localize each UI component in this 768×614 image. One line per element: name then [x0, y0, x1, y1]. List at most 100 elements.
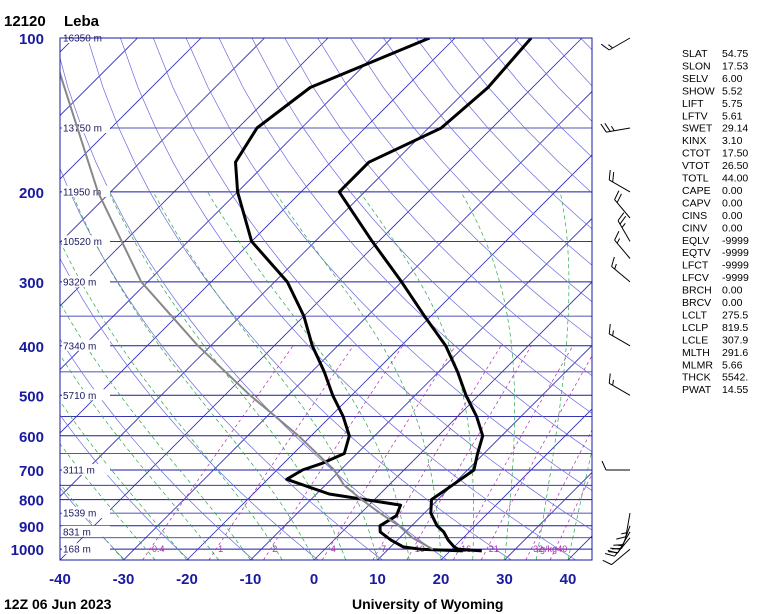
temperature-tick-label: 40: [560, 571, 577, 588]
moist-adiabat: [359, 191, 474, 560]
height-label: 831 m: [63, 527, 91, 538]
isotherm-line: [313, 281, 592, 560]
index-key: PWAT: [682, 384, 712, 396]
pressure-tick-label: 1000: [11, 542, 44, 559]
wind-barb: [611, 256, 631, 283]
height-labels: 16350 m 13750 m 11950 m 10520 m 9320 m 7340 m…: [62, 32, 110, 556]
height-label-bg: [62, 463, 110, 475]
index-key: CAPV: [682, 197, 711, 209]
mixing-ratio-label: 21: [489, 544, 499, 554]
index-key: SLAT: [682, 48, 708, 60]
index-value: 44.00: [722, 173, 748, 185]
height-label: 9320 m: [63, 277, 96, 288]
height-label-bg: [62, 543, 110, 555]
index-value: 54.75: [722, 48, 748, 60]
moist-adiabat: [207, 191, 410, 560]
index-value: -9999: [722, 260, 749, 272]
index-key: CAPE: [682, 185, 711, 197]
height-label-bg: [62, 122, 110, 134]
index-value: 0.00: [722, 222, 743, 234]
temperature-tick-label: -10: [240, 571, 262, 588]
temperature-tick-label: 10: [369, 571, 386, 588]
temperature-tick-label: 20: [433, 571, 450, 588]
mixing-ratio-label: 2: [272, 544, 277, 554]
dry-adiabat: [317, 38, 592, 339]
index-value: 0.00: [722, 197, 743, 209]
index-key: SELV: [682, 73, 708, 85]
mixing-ratio-line: [321, 345, 456, 560]
index-value: 17.50: [722, 148, 748, 160]
pressure-tick-label: 200: [19, 185, 44, 202]
height-label-bg: [62, 185, 110, 197]
index-value: 3.10: [722, 135, 743, 147]
station-name: Leba: [64, 13, 100, 30]
temperature-tick-label: -40: [49, 571, 71, 588]
isotherm-line: [60, 38, 202, 180]
pressure-tick-label: 300: [19, 275, 44, 292]
temperature-axis: -40 -30 -20 -10 0 10 20 30 40: [49, 571, 576, 588]
wind-barb: [614, 231, 631, 259]
index-value: 5.75: [722, 98, 743, 110]
wind-barb: [602, 548, 631, 566]
index-value: 5.61: [722, 110, 743, 122]
dry-adiabat: [87, 38, 512, 560]
dry-adiabat: [60, 338, 254, 560]
moist-adiabat: [60, 354, 220, 560]
isotherm-line: [186, 154, 592, 560]
pressure-tick-label: 500: [19, 388, 44, 405]
parcel-curve: [60, 70, 434, 551]
mixing-ratio-line: [549, 473, 592, 560]
dry-adiabat: [60, 414, 190, 560]
moist-adiabat: [60, 240, 283, 560]
temperature-tick-label: 0: [310, 571, 318, 588]
index-key: CINS: [682, 210, 707, 222]
isotherm-line: [60, 38, 392, 371]
isotherm-line: [250, 217, 592, 560]
index-key: BRCV: [682, 297, 711, 309]
index-key: BRCH: [682, 285, 712, 297]
index-key: LCLE: [682, 334, 708, 346]
index-key: MLMR: [682, 359, 713, 371]
dry-adiabat: [383, 38, 592, 266]
height-label: 10520 m: [63, 237, 102, 248]
index-value: -9999: [722, 235, 749, 247]
index-value: 307.9: [722, 334, 748, 346]
moist-adiabat: [71, 191, 315, 560]
index-key: CTOT: [682, 148, 711, 160]
pressure-tick-label: 900: [19, 519, 44, 536]
footer-time: 12Z 06 Jun 2023: [4, 596, 112, 612]
height-label: 16350 m: [63, 34, 102, 45]
footer-source: University of Wyoming: [352, 596, 503, 612]
index-key: TOTL: [682, 173, 709, 185]
mixing-ratio-label: g/kg: [540, 544, 557, 554]
pressure-tick-label: 100: [19, 31, 44, 48]
wind-barb: [601, 460, 630, 471]
index-key: EQLV: [682, 235, 709, 247]
dry-adiabat: [284, 38, 592, 377]
pressure-axis: 100 200 300 400 500 600 700 800 900 1000: [11, 31, 44, 559]
wind-barb: [614, 190, 631, 219]
index-value: 0.00: [722, 285, 743, 297]
index-value: 275.5: [722, 309, 748, 321]
isotherm-line: [123, 90, 592, 560]
height-label-bg: [62, 525, 110, 537]
index-value: 819.5: [722, 322, 748, 334]
moist-adiabat: [60, 400, 188, 560]
moist-adiabat: [274, 191, 442, 560]
index-value: 14.55: [722, 384, 748, 396]
temperature-curve: [337, 38, 533, 553]
index-value: 26.50: [722, 160, 748, 172]
index-key: THCK: [682, 372, 711, 384]
wind-barb: [604, 537, 631, 557]
index-key: MLTH: [682, 347, 710, 359]
height-label: 13750 m: [63, 124, 102, 135]
moist-adiabat: [60, 301, 251, 560]
index-key: LIFT: [682, 98, 704, 110]
index-value: 29.14: [722, 123, 748, 135]
index-value: 0.00: [722, 185, 743, 197]
isotherm-line: [60, 38, 456, 434]
moist-adiabat: [108, 191, 347, 560]
height-label: 5710 m: [63, 391, 96, 402]
index-value: 291.6: [722, 347, 748, 359]
temperature-tick-label: -30: [113, 571, 135, 588]
